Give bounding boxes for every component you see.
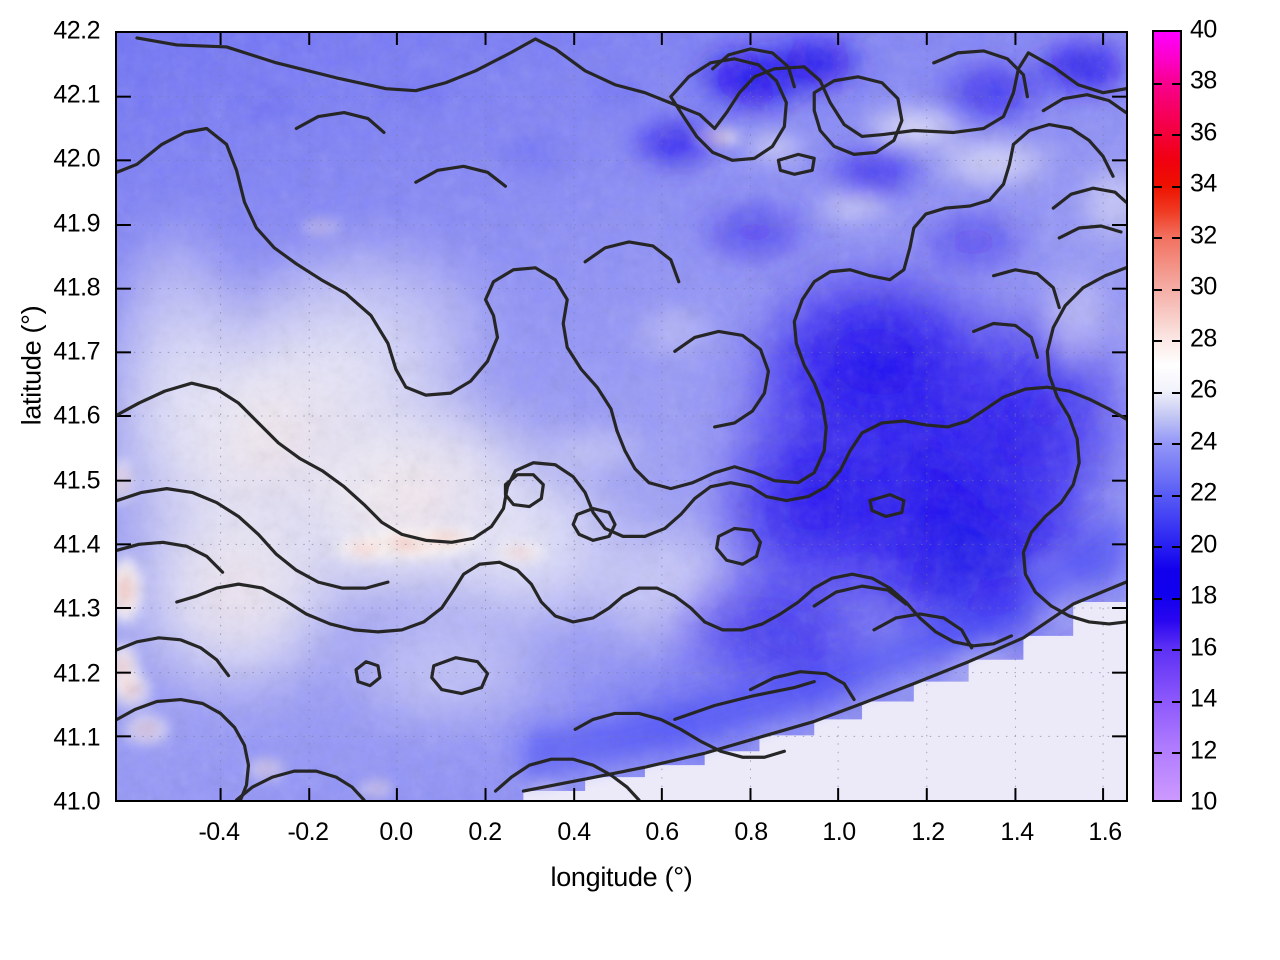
colorbar-tick-label: 36: [1190, 118, 1217, 147]
xtick-label: -0.4: [198, 818, 240, 846]
gridlines: [117, 33, 1126, 800]
ytick-label: 41.8: [53, 273, 100, 302]
ytick-label: 42.1: [53, 80, 100, 109]
colorbar-tick-label: 34: [1190, 169, 1217, 198]
xtick-label: -0.2: [287, 818, 329, 846]
colorbar-tick-label: 14: [1190, 684, 1217, 713]
colorbar-gradient: [1154, 32, 1180, 800]
colorbar-tick-label: 10: [1190, 787, 1217, 816]
colorbar-tick-label: 32: [1190, 221, 1217, 250]
temperature-field: [117, 33, 1126, 800]
ytick-label: 42.0: [53, 144, 100, 173]
colorbar-tick-label: 20: [1190, 530, 1217, 559]
ytick-label: 41.2: [53, 659, 100, 688]
xtick-label: 1.4: [1000, 818, 1034, 846]
x-axis-label: longitude (°): [550, 862, 693, 892]
ytick-label: 41.1: [53, 723, 100, 752]
colorbar-tick-label: 24: [1190, 427, 1217, 456]
ytick-label: 41.5: [53, 466, 100, 495]
colorbar-ticks: [1154, 32, 1180, 800]
colorbar-tick-label: 12: [1190, 736, 1217, 765]
ytick-label: 42.2: [53, 16, 100, 45]
xtick-label: 0.6: [645, 818, 679, 846]
xtick-label: 1.2: [911, 818, 945, 846]
y-axis-label: latitude (°): [16, 305, 47, 426]
colorbar-tick-label: 40: [1190, 15, 1217, 44]
colorbar: [1152, 30, 1182, 802]
colorbar-tick-label: 16: [1190, 633, 1217, 662]
ytick-label: 41.9: [53, 209, 100, 238]
ytick-label: 41.6: [53, 401, 100, 430]
xtick-label: 0.8: [734, 818, 768, 846]
colorbar-tick-label: 22: [1190, 478, 1217, 507]
colorbar-tick-label: 38: [1190, 66, 1217, 95]
contour-lines: [117, 36, 1126, 800]
colorbar-tick-label: 30: [1190, 272, 1217, 301]
ytick-label: 41.4: [53, 530, 100, 559]
xtick-label: 0.2: [468, 818, 502, 846]
xtick-label: 0.4: [557, 818, 591, 846]
ytick-label: 41.3: [53, 594, 100, 623]
ytick-label: 41.7: [53, 337, 100, 366]
colorbar-tick-label: 26: [1190, 375, 1217, 404]
ytick-label: 41.0: [53, 787, 100, 816]
plot-area: [115, 31, 1128, 802]
colorbar-tick-label: 28: [1190, 324, 1217, 353]
colorbar-tick-label: 18: [1190, 581, 1217, 610]
xtick-label: 0.0: [379, 818, 413, 846]
xtick-label: 1.6: [1088, 818, 1122, 846]
xtick-label: 1.0: [822, 818, 856, 846]
